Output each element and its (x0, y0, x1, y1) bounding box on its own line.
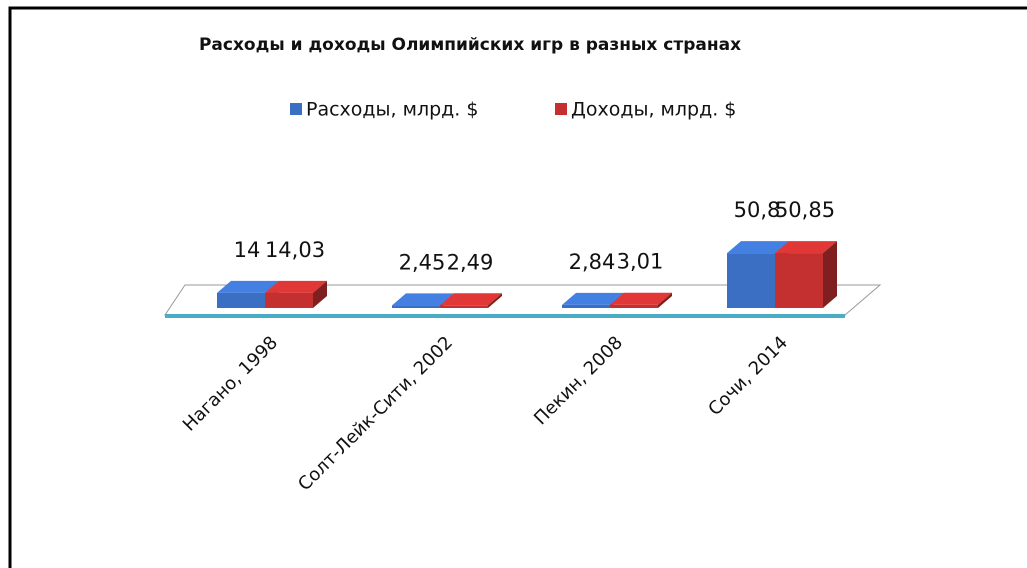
bar-top (610, 292, 672, 305)
bar-front (440, 305, 488, 308)
bar-front (775, 253, 823, 308)
bar-top (562, 292, 624, 305)
data-label: 14 (234, 238, 261, 262)
bar-front (610, 304, 658, 308)
legend-swatch (555, 103, 567, 115)
bar-side (488, 293, 502, 308)
bar-front (392, 305, 440, 308)
data-label: 50,85 (775, 198, 835, 222)
bar-top (727, 241, 789, 254)
legend-label: Расходы, млрд. $ (306, 99, 478, 121)
bar-front (217, 292, 265, 308)
bar-top (392, 293, 454, 306)
bar-top (217, 280, 279, 293)
data-label: 2,45 (399, 250, 446, 274)
data-label: 3,01 (617, 250, 664, 274)
bar-side (823, 241, 837, 308)
data-label: 2,49 (447, 250, 494, 274)
bar-side (313, 280, 327, 308)
bar-top (440, 293, 502, 306)
bar-top (775, 241, 837, 254)
data-label: 2,84 (569, 250, 616, 274)
data-label: 14,03 (265, 238, 325, 262)
bar-front (727, 253, 775, 308)
chart-title: Расходы и доходы Олимпийских игр в разны… (199, 35, 741, 55)
data-label: 50,8 (734, 198, 781, 222)
legend-label: Доходы, млрд. $ (571, 99, 736, 121)
bar-side (658, 292, 672, 308)
bar-top (265, 280, 327, 293)
bar-front (562, 304, 610, 308)
bar-front (265, 292, 313, 308)
legend-swatch (290, 103, 302, 115)
